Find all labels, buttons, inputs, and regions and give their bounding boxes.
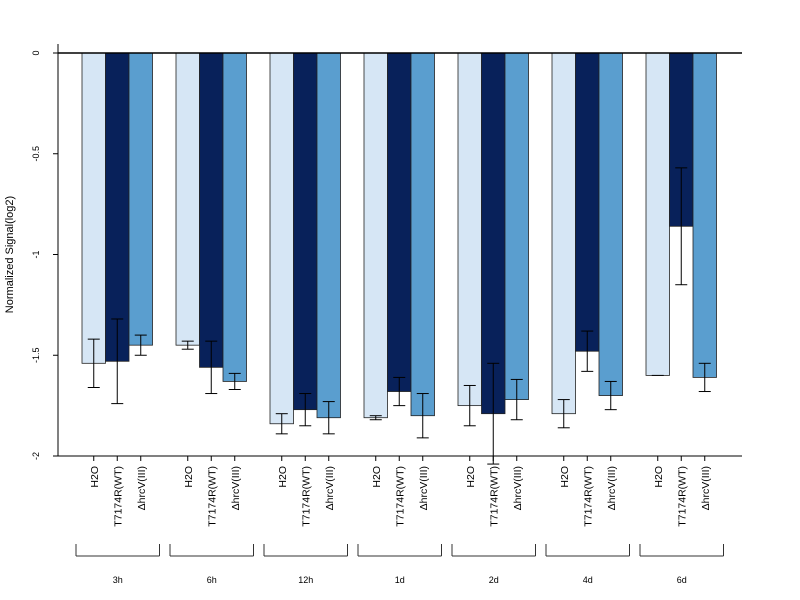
bar xyxy=(575,52,600,352)
x-tick-label: H2O xyxy=(371,466,383,488)
bar xyxy=(598,52,623,396)
x-tick-label: T7174R(WT) xyxy=(112,466,124,527)
x-tick-label: T7174R(WT) xyxy=(676,466,688,527)
x-tick-label: H2O xyxy=(183,466,195,488)
x-tick-label: T7174R(WT) xyxy=(488,466,500,527)
bar xyxy=(457,52,482,407)
x-tick-label: ΔhrcV(III) xyxy=(324,466,336,510)
group-label: 3h xyxy=(113,575,123,585)
x-tick-label: H2O xyxy=(653,466,665,488)
x-tick-label: ΔhrcV(III) xyxy=(512,466,524,510)
bar xyxy=(387,52,412,392)
group-label: 6h xyxy=(207,575,217,585)
bar xyxy=(481,52,506,415)
x-tick-label: H2O xyxy=(465,466,477,488)
y-tick-label: 0 xyxy=(31,50,41,55)
bar xyxy=(128,52,153,346)
bar xyxy=(269,52,294,425)
x-tick-label: H2O xyxy=(277,466,289,488)
x-tick-label: ΔhrcV(III) xyxy=(230,466,242,510)
group-label: 6d xyxy=(677,575,687,585)
bar xyxy=(504,52,529,400)
bar xyxy=(551,52,576,415)
bar xyxy=(645,52,670,376)
x-tick-label: T7174R(WT) xyxy=(582,466,594,527)
x-tick-label: H2O xyxy=(89,466,101,488)
x-tick-label: H2O xyxy=(559,466,571,488)
x-tick-label: ΔhrcV(III) xyxy=(606,466,618,510)
bar xyxy=(316,52,341,419)
y-tick-label: -2 xyxy=(31,452,41,460)
x-tick-label: ΔhrcV(III) xyxy=(136,466,148,510)
y-tick-label: -0.5 xyxy=(31,146,41,162)
bar xyxy=(692,52,717,378)
group-label: 2d xyxy=(489,575,499,585)
y-axis-title: Normalized Signal(log2) xyxy=(4,196,16,313)
x-tick-label: T7174R(WT) xyxy=(300,466,312,527)
bar xyxy=(363,52,388,419)
x-tick-label: T7174R(WT) xyxy=(394,466,406,527)
y-tick-label: -1 xyxy=(31,250,41,258)
group-label: 12h xyxy=(298,575,313,585)
x-tick-label: T7174R(WT) xyxy=(206,466,218,527)
group-label: 1d xyxy=(395,575,405,585)
x-tick-label: ΔhrcV(III) xyxy=(418,466,430,510)
bar xyxy=(105,52,130,362)
bar xyxy=(81,52,106,364)
bar xyxy=(222,52,247,382)
bar xyxy=(410,52,435,417)
group-label: 4d xyxy=(583,575,593,585)
bar xyxy=(293,52,318,411)
y-tick-label: -1.5 xyxy=(31,347,41,363)
bar xyxy=(175,52,200,346)
x-tick-label: ΔhrcV(III) xyxy=(700,466,712,510)
bar xyxy=(199,52,224,368)
